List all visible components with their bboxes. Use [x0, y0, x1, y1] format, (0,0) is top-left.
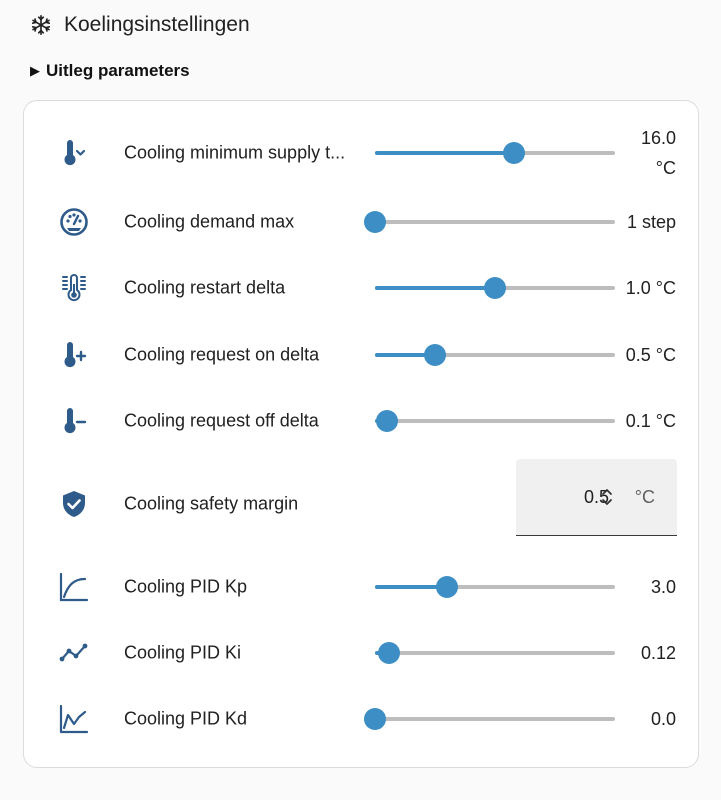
setting-value: 1 step — [626, 212, 676, 232]
slider-thumb[interactable] — [376, 410, 398, 432]
slider-thumb[interactable] — [378, 642, 401, 664]
page-title: Koelingsinstellingen — [64, 13, 250, 36]
setting-label: Cooling restart delta — [124, 277, 286, 298]
slider-fill — [375, 585, 447, 589]
setting-row-pid-kd: Cooling PID Kd 0.0 — [24, 689, 698, 749]
explanation-toggle[interactable]: ▶ Uitleg parameters — [30, 60, 190, 82]
thermometer-minus-icon — [56, 403, 92, 439]
snowflake-icon — [30, 14, 52, 36]
thermometer-lines-icon — [56, 270, 92, 306]
setting-value: 1.0 °C — [625, 278, 676, 298]
settings-card: Cooling minimum supply t... 16.0 °C Cool… — [23, 100, 699, 768]
slider-fill — [375, 353, 435, 357]
slider-track[interactable] — [375, 277, 615, 299]
value-number: 16.0 — [640, 128, 676, 148]
setting-label: Cooling PID Kp — [124, 576, 248, 597]
slider-thumb[interactable] — [503, 142, 526, 164]
slider-fill — [375, 151, 515, 155]
setting-label: Cooling safety margin — [124, 493, 299, 514]
setting-label: Cooling demand max — [124, 211, 295, 232]
slider-track[interactable] — [375, 576, 615, 598]
triangle-right-icon: ▶ — [30, 63, 40, 78]
setting-row-safety-margin: Cooling safety margin — [24, 474, 698, 534]
setting-value: 3.0 — [650, 577, 676, 597]
setting-row-request-on-delta: Cooling request on delta 0.5 °C — [24, 325, 698, 385]
setting-row-min-supply-temp: Cooling minimum supply t... 16.0 °C — [24, 123, 698, 183]
setting-label: Cooling minimum supply t... — [124, 142, 346, 163]
chart-line-points-icon — [56, 635, 92, 671]
setting-value: 0.12 — [640, 643, 676, 663]
thermometer-chevron-down-icon — [56, 135, 92, 171]
setting-row-pid-ki: Cooling PID Ki 0.12 — [24, 623, 698, 683]
slider-track[interactable] — [364, 708, 615, 730]
slider-thumb[interactable] — [436, 576, 458, 598]
slider-thumb[interactable] — [364, 211, 386, 233]
setting-value: 16.0 °C — [641, 123, 676, 183]
gauge-icon — [56, 204, 92, 240]
slider-track[interactable] — [364, 211, 615, 233]
setting-value: 0.5 °C — [625, 345, 676, 365]
slider-thumb[interactable] — [424, 344, 446, 366]
safety-margin-input[interactable]: 0.5 °C — [516, 459, 677, 536]
shield-check-icon — [56, 486, 92, 522]
setting-label: Cooling PID Kd — [124, 708, 248, 729]
chart-line-area-icon — [56, 701, 92, 737]
safety-margin-value[interactable]: 0.5 — [583, 487, 609, 507]
slider-track[interactable] — [375, 410, 615, 432]
setting-value: 0.0 — [650, 709, 676, 729]
setting-value: 0.1 °C — [625, 411, 676, 431]
explanation-toggle-label: Uitleg parameters — [46, 61, 190, 80]
setting-row-pid-kp: Cooling PID Kp 3.0 — [24, 557, 698, 617]
setting-label: Cooling request on delta — [124, 344, 320, 365]
slider-fill — [375, 286, 495, 290]
setting-label: Cooling PID Ki — [124, 642, 242, 663]
setting-row-demand-max: Cooling demand max 1 step — [24, 192, 698, 252]
chart-curve-icon — [56, 569, 92, 605]
slider-track[interactable] — [375, 142, 615, 164]
setting-row-restart-delta: Cooling restart delta 1.0 °C — [24, 258, 698, 318]
number-spinner-icon[interactable] — [600, 485, 614, 509]
slider-track[interactable] — [375, 642, 615, 664]
setting-label: Cooling request off delta — [124, 410, 319, 431]
slider-track[interactable] — [375, 344, 615, 366]
setting-row-request-off-delta: Cooling request off delta 0.1 °C — [24, 391, 698, 451]
slider-thumb[interactable] — [364, 708, 386, 730]
page-header: Koelingsinstellingen — [30, 10, 250, 40]
slider-thumb[interactable] — [484, 277, 506, 299]
thermometer-plus-icon — [56, 337, 92, 373]
safety-margin-unit: °C — [634, 487, 655, 507]
value-unit: °C — [655, 158, 676, 178]
